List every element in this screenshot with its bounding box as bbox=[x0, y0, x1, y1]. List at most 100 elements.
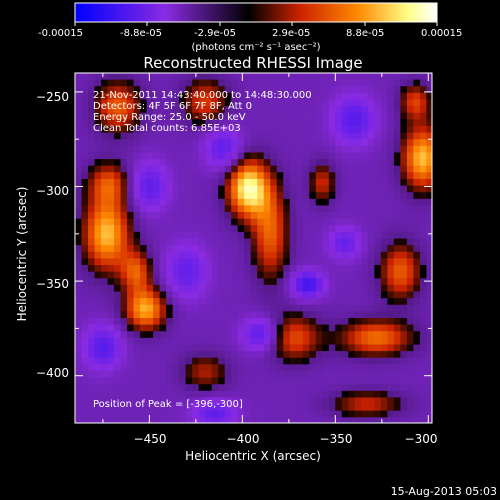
heatmap-cell bbox=[237, 225, 245, 233]
heatmap-cell bbox=[146, 132, 154, 140]
heatmap-cell bbox=[413, 112, 421, 120]
heatmap-cell bbox=[270, 370, 278, 379]
heatmap-cell bbox=[127, 185, 135, 193]
heatmap-cell bbox=[283, 311, 291, 319]
heatmap-cell bbox=[263, 165, 271, 173]
heatmap-cell bbox=[94, 106, 102, 114]
heatmap-cell bbox=[133, 231, 141, 240]
heatmap-cell bbox=[114, 251, 122, 259]
heatmap-cell bbox=[179, 212, 187, 220]
heatmap-cell bbox=[393, 298, 401, 306]
heatmap-cell bbox=[127, 218, 135, 226]
heatmap-cell bbox=[302, 132, 310, 140]
heatmap-cell bbox=[120, 79, 128, 87]
heatmap-cell bbox=[231, 218, 239, 226]
heatmap-cell bbox=[302, 258, 310, 266]
heatmap-cell bbox=[393, 357, 401, 365]
heatmap-cell bbox=[387, 159, 395, 167]
heatmap-cell bbox=[127, 245, 135, 253]
heatmap-cell bbox=[140, 364, 148, 372]
heatmap-cell bbox=[400, 178, 408, 187]
heatmap-cell bbox=[75, 192, 83, 200]
heatmap-cell bbox=[348, 125, 356, 134]
heatmap-cell bbox=[380, 212, 388, 220]
heatmap-cell bbox=[250, 192, 258, 200]
heatmap-cell bbox=[406, 145, 415, 154]
heatmap-cell bbox=[426, 198, 432, 207]
heatmap-cell bbox=[159, 331, 167, 339]
heatmap-cell bbox=[120, 139, 128, 147]
heatmap-cell bbox=[257, 132, 265, 140]
heatmap-cell bbox=[374, 311, 382, 319]
heatmap-cell bbox=[101, 119, 109, 127]
heatmap-cell bbox=[153, 73, 161, 81]
heatmap-cell bbox=[263, 185, 271, 193]
heatmap-cell bbox=[101, 304, 109, 312]
heatmap-cell bbox=[133, 73, 141, 81]
heatmap-cell bbox=[400, 265, 408, 273]
heatmap-cell bbox=[393, 324, 401, 332]
heatmap-cell bbox=[276, 397, 284, 405]
heatmap-cell bbox=[81, 351, 89, 359]
heatmap-cell bbox=[276, 159, 284, 167]
colorbar-tick-label: 0.00015 bbox=[421, 28, 462, 39]
heatmap-cell bbox=[153, 384, 161, 392]
heatmap-cell bbox=[419, 337, 428, 346]
heatmap-cell bbox=[302, 139, 310, 147]
heatmap-cell bbox=[88, 73, 96, 81]
heatmap-cell bbox=[211, 271, 219, 279]
heatmap-cell bbox=[270, 145, 278, 154]
heatmap-cell bbox=[263, 132, 271, 140]
heatmap-cell bbox=[237, 99, 245, 107]
heatmap-cell bbox=[406, 351, 415, 359]
heatmap-cell bbox=[140, 212, 148, 220]
heatmap-cell bbox=[218, 145, 226, 154]
heatmap-cell bbox=[211, 198, 219, 207]
heatmap-cell bbox=[218, 410, 226, 418]
heatmap-cell bbox=[348, 99, 356, 107]
heatmap-cell bbox=[140, 178, 148, 187]
heatmap-cell bbox=[120, 178, 128, 187]
heatmap-cell bbox=[140, 172, 148, 180]
heatmap-cell bbox=[263, 218, 271, 226]
heatmap-cell bbox=[192, 344, 200, 352]
heatmap-cell bbox=[94, 265, 102, 273]
heatmap-cell bbox=[328, 404, 336, 412]
heatmap-cell bbox=[283, 390, 291, 399]
heatmap-cell bbox=[250, 404, 258, 412]
heatmap-cell bbox=[153, 225, 161, 233]
heatmap-cell bbox=[315, 212, 323, 220]
heatmap-cell bbox=[335, 245, 343, 253]
heatmap-cell bbox=[192, 132, 200, 140]
heatmap-cell bbox=[361, 73, 369, 81]
heatmap-cell bbox=[322, 344, 330, 352]
heatmap-cell bbox=[348, 139, 356, 147]
heatmap-cell bbox=[114, 397, 122, 405]
heatmap-cell bbox=[172, 119, 180, 127]
heatmap-cell bbox=[237, 73, 245, 81]
heatmap-cell bbox=[341, 410, 349, 418]
colorbar-unit-label: (photons cm⁻² s⁻¹ asec⁻²) bbox=[191, 42, 320, 53]
heatmap-cell bbox=[153, 370, 161, 379]
heatmap-cell bbox=[413, 291, 421, 299]
heatmap-cell bbox=[159, 364, 167, 372]
heatmap-cell bbox=[276, 92, 284, 101]
heatmap-cell bbox=[120, 344, 128, 352]
heatmap-cell bbox=[328, 212, 336, 220]
heatmap-cell bbox=[185, 185, 193, 193]
heatmap-cell bbox=[107, 238, 115, 246]
heatmap-cell bbox=[283, 370, 291, 379]
heatmap-cell bbox=[94, 145, 102, 154]
heatmap-cell bbox=[107, 225, 115, 233]
heatmap-cell bbox=[179, 390, 187, 399]
heatmap-cell bbox=[413, 390, 421, 399]
heatmap-cell bbox=[172, 417, 180, 423]
heatmap-cell bbox=[322, 212, 330, 220]
heatmap-cell bbox=[413, 86, 421, 94]
heatmap-cell bbox=[270, 152, 278, 160]
heatmap-cell bbox=[218, 205, 226, 213]
heatmap-cell bbox=[218, 119, 226, 127]
heatmap-cell bbox=[354, 390, 362, 399]
heatmap-cell bbox=[166, 225, 174, 233]
heatmap-cell bbox=[263, 198, 271, 207]
